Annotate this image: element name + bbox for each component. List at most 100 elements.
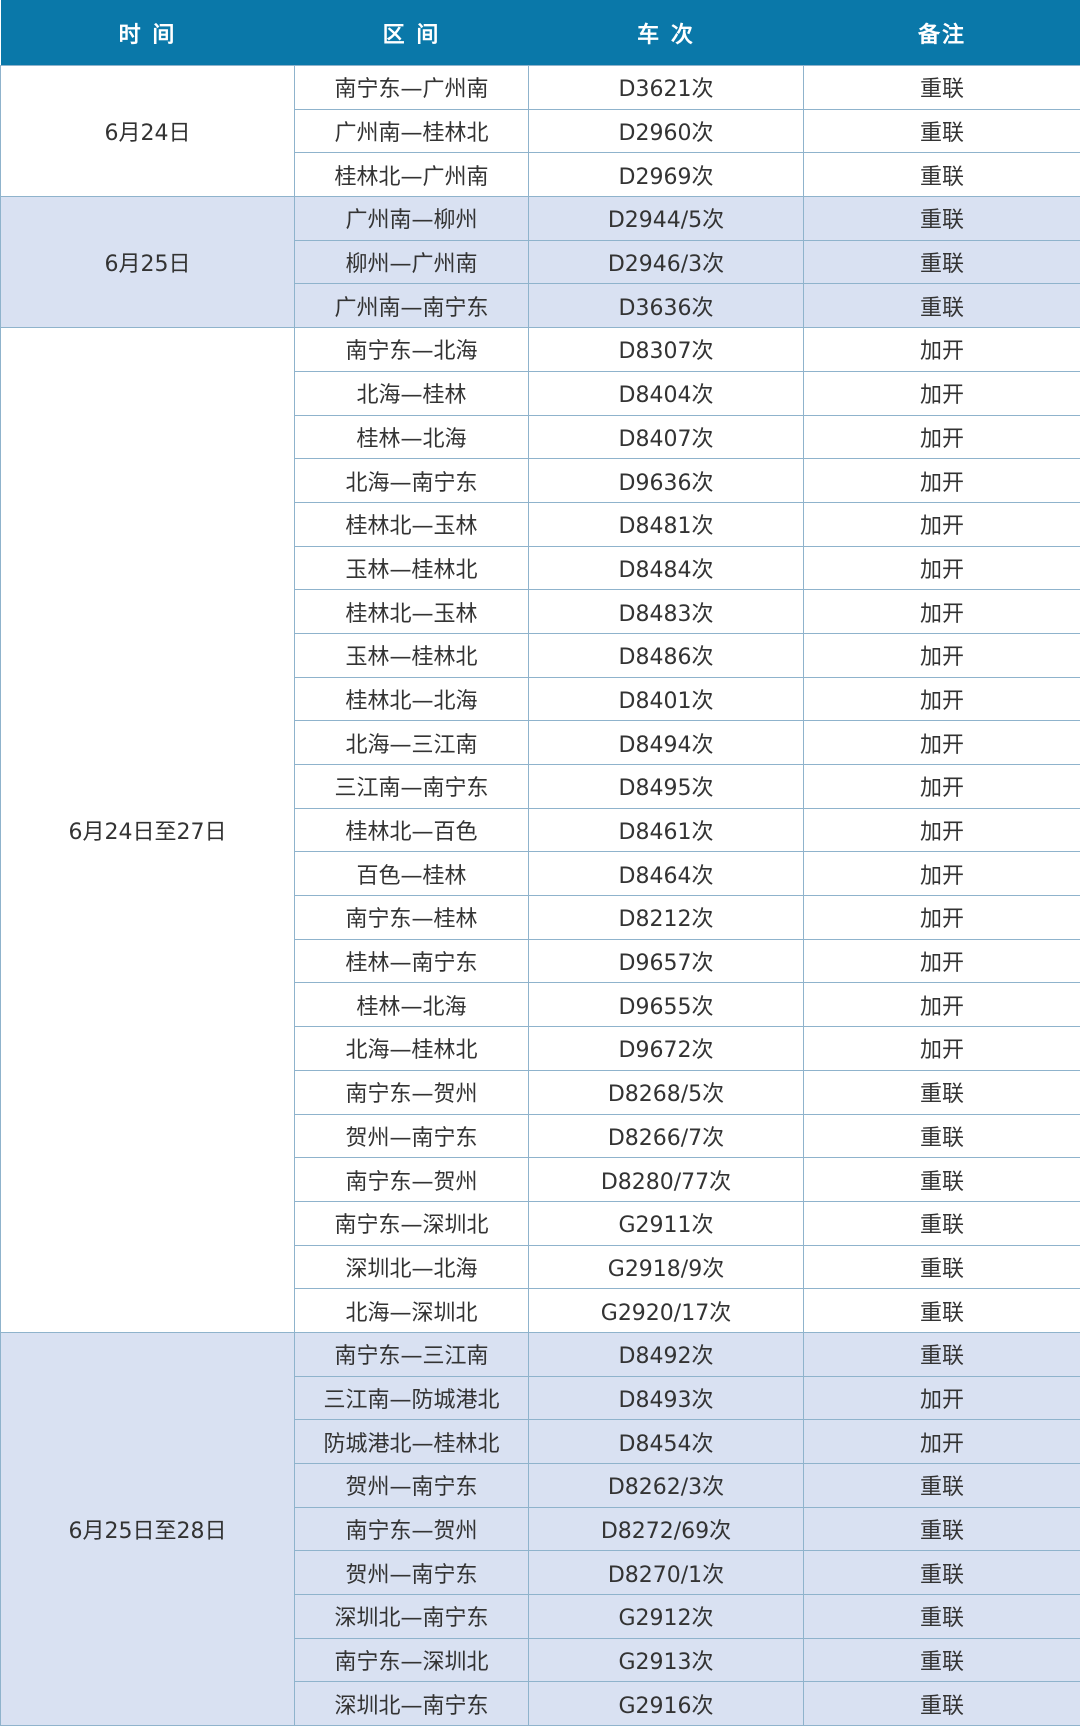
table-header: 时 间 区 间 车 次 备注 [1,0,1080,66]
train-cell: G2918/9次 [529,1245,804,1289]
train-cell: G2916次 [529,1682,804,1726]
section-cell: 贺州—南宁东 [295,1114,529,1158]
section-cell: 北海—桂林北 [295,1027,529,1071]
note-cell: 加开 [804,1420,1080,1464]
note-cell: 重联 [804,1332,1080,1376]
note-cell: 重联 [804,153,1080,197]
note-cell: 重联 [804,197,1080,241]
train-cell: D8486次 [529,633,804,677]
train-cell: D8484次 [529,546,804,590]
train-cell: G2912次 [529,1595,804,1639]
train-cell: D8212次 [529,896,804,940]
note-cell: 重联 [804,1158,1080,1202]
section-cell: 南宁东—三江南 [295,1332,529,1376]
train-cell: D9672次 [529,1027,804,1071]
section-cell: 贺州—南宁东 [295,1464,529,1508]
train-cell: D3636次 [529,284,804,328]
note-cell: 重联 [804,1114,1080,1158]
section-cell: 桂林北—玉林 [295,590,529,634]
train-cell: D8272/69次 [529,1507,804,1551]
train-cell: D9657次 [529,939,804,983]
date-cell: 6月24日 [1,66,295,197]
train-cell: D2969次 [529,153,804,197]
section-cell: 南宁东—广州南 [295,66,529,110]
note-cell: 加开 [804,502,1080,546]
section-cell: 贺州—南宁东 [295,1551,529,1595]
note-cell: 加开 [804,983,1080,1027]
note-cell: 加开 [804,939,1080,983]
note-cell: 加开 [804,677,1080,721]
note-cell: 加开 [804,371,1080,415]
train-cell: D8401次 [529,677,804,721]
train-cell: D8307次 [529,328,804,372]
section-cell: 广州南—桂林北 [295,109,529,153]
note-cell: 加开 [804,328,1080,372]
train-cell: D8461次 [529,808,804,852]
train-cell: D8481次 [529,502,804,546]
train-cell: D9655次 [529,983,804,1027]
section-cell: 桂林北—玉林 [295,502,529,546]
note-cell: 加开 [804,415,1080,459]
section-cell: 深圳北—北海 [295,1245,529,1289]
section-cell: 防城港北—桂林北 [295,1420,529,1464]
section-cell: 南宁东—贺州 [295,1507,529,1551]
section-cell: 桂林—北海 [295,983,529,1027]
section-cell: 广州南—南宁东 [295,284,529,328]
train-cell: D8493次 [529,1376,804,1420]
section-cell: 北海—南宁东 [295,459,529,503]
date-cell: 6月25日 [1,197,295,328]
section-cell: 桂林北—广州南 [295,153,529,197]
section-cell: 南宁东—深圳北 [295,1638,529,1682]
note-cell: 加开 [804,808,1080,852]
header-section: 区 间 [295,0,529,66]
train-cell: D8494次 [529,721,804,765]
train-cell: D3621次 [529,66,804,110]
section-cell: 南宁东—北海 [295,328,529,372]
train-cell: D2960次 [529,109,804,153]
date-cell: 6月25日至28日 [1,1332,295,1725]
train-cell: D9636次 [529,459,804,503]
note-cell: 加开 [804,459,1080,503]
section-cell: 南宁东—桂林 [295,896,529,940]
section-cell: 三江南—防城港北 [295,1376,529,1420]
note-cell: 重联 [804,109,1080,153]
note-cell: 加开 [804,765,1080,809]
section-cell: 桂林—南宁东 [295,939,529,983]
date-cell: 6月24日至27日 [1,328,295,1333]
note-cell: 重联 [804,1595,1080,1639]
train-cell: D8262/3次 [529,1464,804,1508]
train-cell: D8268/5次 [529,1070,804,1114]
note-cell: 重联 [804,1507,1080,1551]
train-cell: D8280/77次 [529,1158,804,1202]
note-cell: 加开 [804,546,1080,590]
note-cell: 重联 [804,1551,1080,1595]
section-cell: 玉林—桂林北 [295,546,529,590]
note-cell: 重联 [804,1070,1080,1114]
note-cell: 加开 [804,1027,1080,1071]
train-cell: D2946/3次 [529,240,804,284]
note-cell: 加开 [804,633,1080,677]
note-cell: 加开 [804,852,1080,896]
train-cell: G2920/17次 [529,1289,804,1333]
section-cell: 北海—深圳北 [295,1289,529,1333]
section-cell: 柳州—广州南 [295,240,529,284]
train-cell: D8404次 [529,371,804,415]
train-cell: D2944/5次 [529,197,804,241]
section-cell: 桂林北—百色 [295,808,529,852]
section-cell: 百色—桂林 [295,852,529,896]
note-cell: 加开 [804,1376,1080,1420]
header-date: 时 间 [1,0,295,66]
train-cell: G2913次 [529,1638,804,1682]
train-cell: D8266/7次 [529,1114,804,1158]
section-cell: 深圳北—南宁东 [295,1682,529,1726]
train-cell: D8495次 [529,765,804,809]
section-cell: 南宁东—贺州 [295,1158,529,1202]
section-cell: 北海—桂林 [295,371,529,415]
note-cell: 重联 [804,240,1080,284]
